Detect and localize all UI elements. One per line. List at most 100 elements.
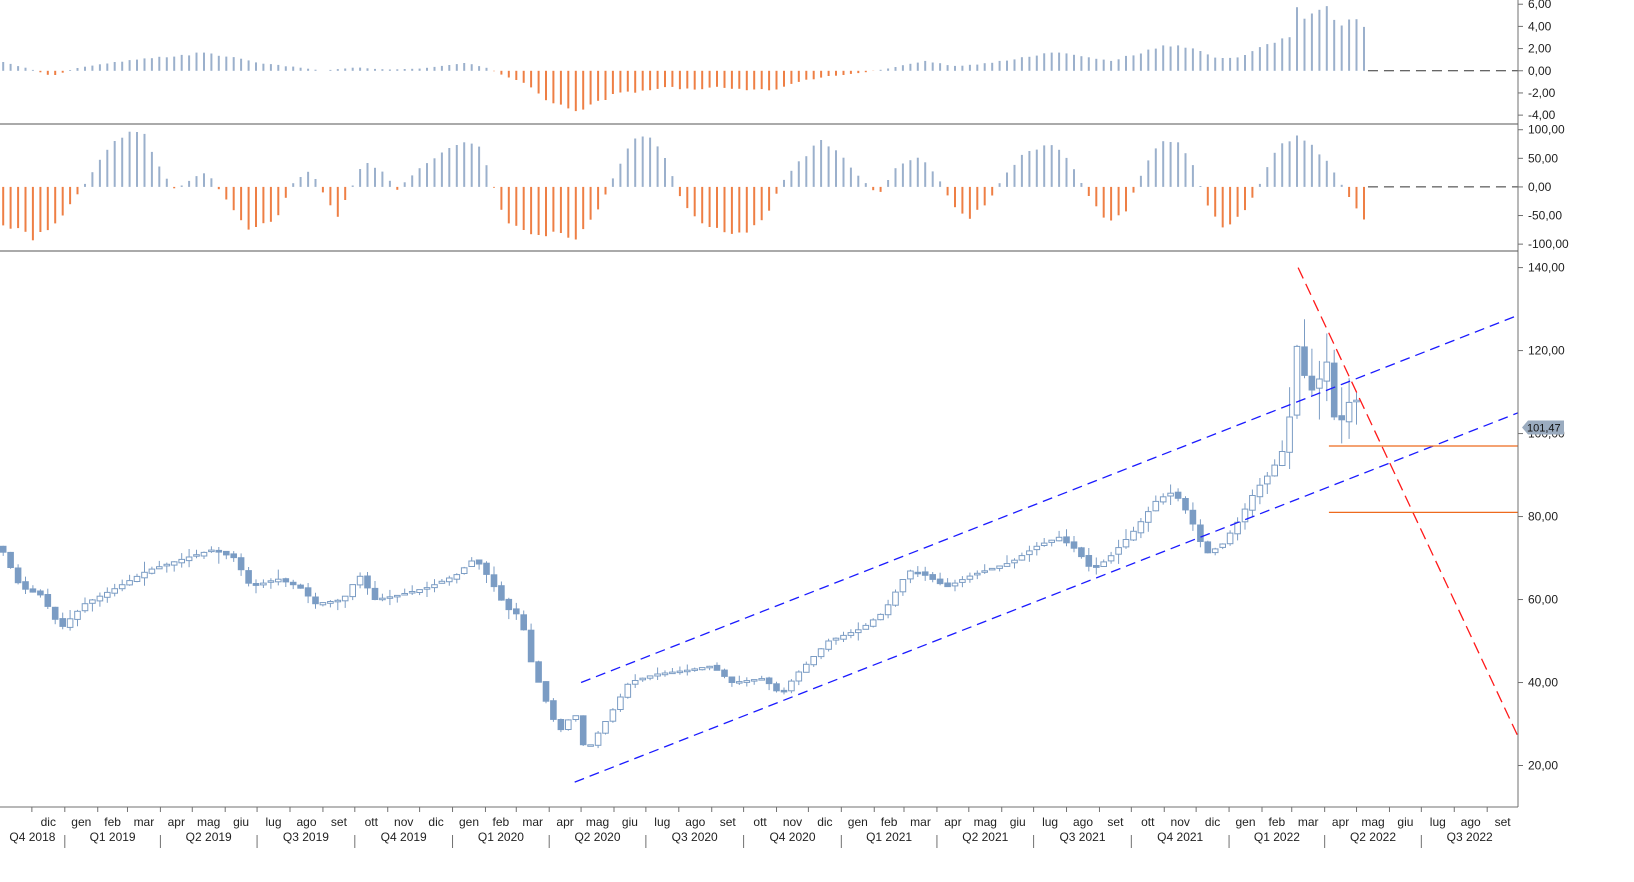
candle-body [1093, 565, 1100, 568]
candle-body [795, 671, 803, 682]
candle-body [617, 696, 624, 710]
candle-body [884, 604, 892, 616]
channel-lower-line [574, 412, 1519, 783]
quarter-label-12: Q4 2021 [1157, 830, 1203, 844]
candle-body [1219, 543, 1227, 548]
candle-body [684, 669, 691, 673]
candle-body [966, 575, 974, 580]
month-label-36: dic [1205, 815, 1220, 829]
candle-body [542, 681, 550, 702]
candle-body [386, 596, 394, 599]
candle-body [1085, 555, 1093, 567]
candle-body [297, 584, 304, 589]
candle-body [1264, 475, 1271, 485]
candle-body [743, 680, 751, 683]
candle-body [245, 570, 252, 584]
downtrend-line [1297, 267, 1519, 737]
price-tick-label-1: 120,00 [1528, 344, 1565, 358]
quarter-label-10: Q2 2021 [962, 830, 1008, 844]
price-panel: 140,00120,00100,0080,0060,0040,0020,0010… [0, 261, 1565, 783]
candle-body [223, 550, 230, 556]
quarter-label-14: Q2 2022 [1350, 830, 1396, 844]
candle-body [550, 700, 557, 720]
candle-body [1308, 375, 1316, 391]
candle-body [609, 709, 617, 722]
month-label-6: giu [233, 815, 249, 829]
candle-body [1011, 559, 1018, 564]
candle-body [364, 575, 371, 589]
candle-body [981, 570, 989, 573]
candle-body [163, 563, 171, 567]
candle-body [929, 574, 937, 580]
candle-body [1278, 451, 1286, 466]
candle-body [728, 676, 736, 683]
osc1-tick-label-3: 0,00 [1528, 64, 1552, 78]
candle-body [1003, 563, 1011, 567]
candle-body [1137, 521, 1145, 534]
candle-body [319, 602, 327, 606]
candle-body [520, 614, 528, 631]
candle-body [1070, 541, 1078, 549]
month-label-13: gen [459, 815, 479, 829]
month-label-11: nov [394, 815, 413, 829]
month-label-2: feb [104, 815, 121, 829]
candle-body [215, 549, 223, 553]
osc2-tick-label-4: -100,00 [1528, 237, 1569, 251]
candle-body [37, 590, 44, 596]
candle-body [579, 715, 587, 746]
quarter-label-3: Q3 2019 [283, 830, 329, 844]
candle-body [1107, 555, 1115, 562]
candle-body [713, 664, 721, 671]
oscillator-panel-top: 6,00 4,00 2,00 0,00 -2,00 -4,00 [2, 0, 1556, 122]
candle-body [96, 595, 104, 602]
candle-body [141, 571, 148, 579]
month-label-45: set [1495, 815, 1512, 829]
month-label-35: nov [1171, 815, 1190, 829]
candle-body [1323, 361, 1331, 382]
quarter-label-7: Q3 2020 [672, 830, 718, 844]
candle-body [401, 593, 408, 596]
candle-body [1040, 542, 1048, 546]
quarter-label-6: Q2 2020 [574, 830, 620, 844]
candle-body [416, 589, 423, 593]
candle-body [312, 596, 319, 605]
month-label-4: apr [168, 815, 185, 829]
candle-body [974, 572, 981, 576]
candle-body [327, 601, 334, 604]
candle-body [951, 582, 959, 587]
candle-body [1353, 399, 1360, 403]
candle-body [527, 629, 535, 663]
month-label-1: gen [71, 815, 91, 829]
month-label-21: set [720, 815, 737, 829]
candle-body [371, 587, 379, 601]
candle-body [557, 719, 565, 731]
candle-body [1256, 484, 1264, 498]
candle-body [14, 567, 22, 584]
candle-body [1018, 555, 1026, 561]
candle-body [765, 677, 773, 685]
candle-body [624, 683, 632, 698]
candle-body [44, 594, 52, 607]
candle-body [1197, 524, 1204, 542]
month-label-27: mar [910, 815, 931, 829]
osc1-tick-label-4: -2,00 [1528, 86, 1556, 100]
price-tick-label-6: 20,00 [1528, 759, 1558, 773]
candle-body [817, 648, 825, 658]
osc1-tick-label-5: -4,00 [1528, 108, 1556, 122]
quarter-label-4: Q4 2019 [381, 830, 427, 844]
month-label-41: mag [1361, 815, 1384, 829]
panel-frames [0, 0, 1519, 808]
candle-body [750, 679, 758, 682]
candle-body [869, 619, 877, 627]
candle-body [780, 689, 788, 693]
candle-body [899, 579, 907, 593]
candle-body [921, 571, 929, 576]
candle-body [1301, 346, 1308, 376]
candle-body [379, 597, 386, 601]
candle-body [267, 580, 275, 583]
month-label-32: ago [1073, 815, 1093, 829]
candle-body [1293, 345, 1301, 416]
month-label-3: mar [134, 815, 155, 829]
quarter-label-2: Q2 2019 [186, 830, 232, 844]
month-label-22: ott [753, 815, 767, 829]
